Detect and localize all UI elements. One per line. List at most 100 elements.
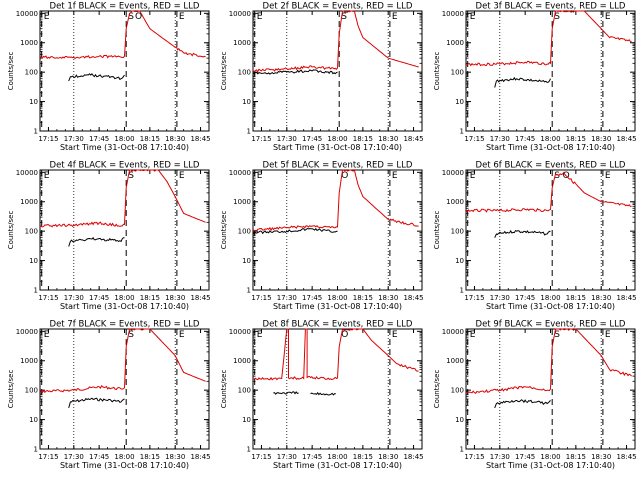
x-tick-label: 17:45 (515, 453, 535, 461)
x-tick-label: 18:45 (616, 294, 636, 302)
detector-panel: Det 6f BLACK = Events, RED = LLD 1 10 100 10… (433, 161, 637, 312)
y-tick-label: 100 (451, 228, 464, 236)
marker-label: O (341, 171, 348, 181)
x-tick-label: 18:30 (165, 135, 185, 143)
y-tick-label: 10000 (442, 169, 464, 177)
marker-label: S (128, 171, 134, 181)
x-tick-label: 17:30 (64, 294, 84, 302)
panel-title: Det 2f BLACK = Events, RED = LLD (263, 2, 413, 12)
x-tick-label: 17:15 (251, 294, 271, 302)
y-tick-label: 10000 (16, 169, 38, 177)
x-tick-label: 17:30 (64, 135, 84, 143)
y-tick-label: 1000 (233, 357, 251, 365)
x-tick-label: 17:30 (490, 135, 510, 143)
y-tick-label: 100 (238, 387, 251, 395)
events-series-line (68, 73, 125, 82)
plot-frame (465, 10, 636, 132)
x-axis-label: Start Time (31-Oct-08 17:10:40) (60, 461, 189, 470)
x-axis-label: Start Time (31-Oct-08 17:10:40) (486, 143, 615, 152)
x-tick-label: 17:45 (89, 453, 109, 461)
lld-series-line (465, 328, 632, 394)
x-tick-label: 17:15 (464, 453, 484, 461)
x-tick-label: 18:30 (591, 453, 611, 461)
marker-label: E (257, 330, 263, 340)
x-tick-label: 17:30 (277, 135, 297, 143)
x-tick-label: 17:45 (302, 453, 322, 461)
x-tick-label: 17:15 (464, 294, 484, 302)
y-tick-label: 1000 (233, 39, 251, 47)
y-tick-label: 10 (242, 416, 251, 424)
y-tick-label: 10000 (16, 10, 38, 18)
x-tick-label: 17:45 (515, 135, 535, 143)
panel-title: Det 8f BLACK = Events, RED = LLD (263, 320, 413, 330)
x-tick-label: 18:00 (327, 135, 347, 143)
x-tick-label: 18:00 (540, 294, 560, 302)
detector-panel: Det 3f BLACK = Events, RED = LLD 1 10 100 10… (433, 2, 637, 153)
x-axis-label: Start Time (31-Oct-08 17:10:40) (60, 302, 189, 311)
x-tick-label: 18:00 (327, 453, 347, 461)
marker-label: E (44, 330, 50, 340)
x-tick-label: 17:15 (38, 294, 58, 302)
marker-label: S (554, 171, 560, 181)
events-series-line (68, 397, 125, 409)
x-axis-label: Start Time (31-Oct-08 17:10:40) (273, 461, 402, 470)
x-tick-label: 18:30 (165, 294, 185, 302)
y-axis-label: Counts/sec (220, 52, 228, 91)
marker-label: E (179, 12, 185, 22)
events-series-line (252, 69, 338, 75)
lld-series-line (252, 328, 419, 381)
y-tick-label: 1000 (446, 198, 464, 206)
x-tick-label: 17:15 (464, 135, 484, 143)
x-tick-label: 18:15 (353, 453, 373, 461)
marker-label: E (470, 12, 476, 22)
y-tick-label: 1 (34, 128, 38, 136)
y-tick-label: 1000 (233, 198, 251, 206)
y-tick-label: 1 (460, 128, 464, 136)
detector-panel: Det 8f BLACK = Events, RED = LLD 1 10 100 10… (220, 320, 424, 471)
x-tick-label: 18:00 (114, 294, 134, 302)
x-tick-label: 17:30 (277, 453, 297, 461)
panel-title: Det 6f BLACK = Events, RED = LLD (476, 161, 626, 171)
events-series-line (273, 391, 299, 395)
marker-label: S (554, 330, 560, 340)
y-axis-label: Counts/sec (433, 211, 441, 250)
x-tick-label: 18:15 (353, 135, 373, 143)
events-series-line (494, 76, 551, 88)
marker-label: E (605, 330, 611, 340)
marker-label: E (605, 12, 611, 22)
x-tick-label: 17:45 (89, 135, 109, 143)
x-tick-label: 17:30 (490, 453, 510, 461)
y-tick-label: 100 (25, 69, 38, 77)
panel-title: Det 7f BLACK = Events, RED = LLD (50, 320, 200, 330)
x-tick-label: 17:15 (251, 135, 271, 143)
x-axis-label: Start Time (31-Oct-08 17:10:40) (486, 302, 615, 311)
x-tick-label: 18:15 (566, 453, 586, 461)
y-tick-label: 100 (451, 387, 464, 395)
y-tick-label: 10000 (229, 169, 251, 177)
marker-label: S (128, 330, 134, 340)
y-tick-label: 10000 (229, 10, 251, 18)
x-tick-label: 17:15 (38, 453, 58, 461)
x-tick-label: 18:15 (140, 453, 160, 461)
panel-title: Det 4f BLACK = Events, RED = LLD (50, 161, 200, 171)
x-tick-label: 18:45 (403, 135, 423, 143)
detector-panel: Det 7f BLACK = Events, RED = LLD 1 10 100 10… (7, 320, 211, 471)
plot-frame (252, 169, 423, 291)
lld-series-line (39, 328, 206, 394)
y-tick-label: 10000 (16, 328, 38, 336)
detector-panel: Det 9f BLACK = Events, RED = LLD 1 10 100 10… (433, 320, 637, 471)
panel-title: Det 3f BLACK = Events, RED = LLD (476, 2, 626, 12)
y-tick-label: 10 (455, 98, 464, 106)
x-tick-label: 18:45 (190, 453, 210, 461)
marker-label: S (554, 12, 560, 22)
marker-label: E (179, 330, 185, 340)
x-tick-label: 17:45 (302, 135, 322, 143)
marker-label: E (179, 171, 185, 181)
y-tick-label: 10000 (229, 328, 251, 336)
x-tick-label: 18:45 (403, 294, 423, 302)
plot-frame (252, 328, 423, 450)
lld-series-line (39, 169, 206, 228)
marker-label: E (44, 171, 50, 181)
x-tick-label: 17:15 (38, 135, 58, 143)
